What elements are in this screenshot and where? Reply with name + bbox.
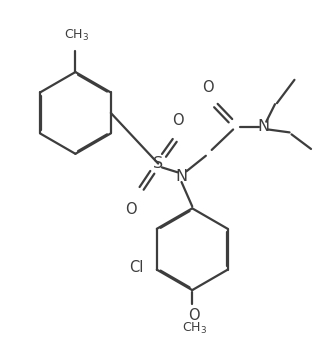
Text: CH$_3$: CH$_3$ xyxy=(182,321,207,336)
Text: S: S xyxy=(153,156,163,171)
Text: N: N xyxy=(175,169,188,184)
Text: Cl: Cl xyxy=(129,260,143,275)
Text: CH$_3$: CH$_3$ xyxy=(64,28,89,43)
Text: O: O xyxy=(125,201,137,217)
Text: O: O xyxy=(172,113,183,127)
Text: O: O xyxy=(188,308,200,323)
Text: N: N xyxy=(257,119,269,134)
Text: O: O xyxy=(202,80,214,95)
